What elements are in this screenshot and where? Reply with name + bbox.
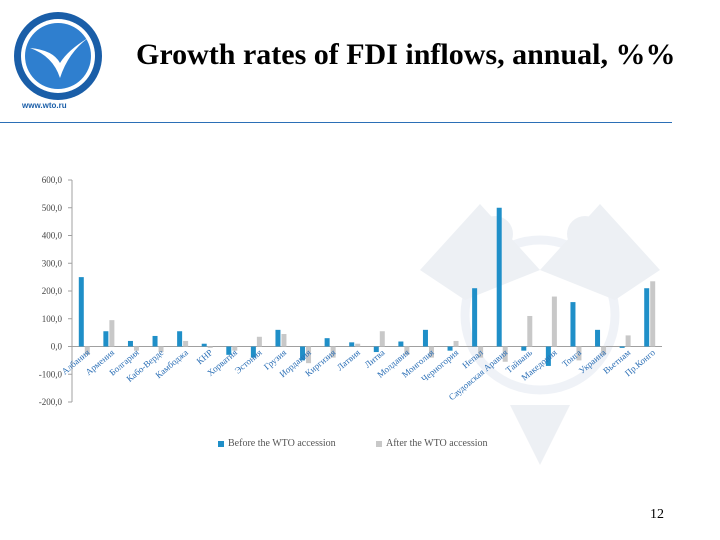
bar-after	[207, 346, 213, 348]
bar-after	[330, 346, 336, 358]
bar-after	[551, 296, 557, 347]
y-tick-label: 200,0	[42, 286, 63, 296]
y-tick-label: -100,0	[39, 369, 63, 379]
bar-after	[650, 281, 656, 347]
bar-before	[226, 346, 232, 355]
bar-after	[453, 340, 459, 347]
bar-before	[398, 341, 404, 347]
fdi-growth-chart: -200,0 -100,0 0,0 100,0 200,0 300,0 400,0 500,0…	[39, 175, 662, 407]
bar-before	[177, 331, 183, 347]
bar-after	[379, 331, 385, 347]
bar-before	[275, 329, 281, 347]
eagle-emblem-watermark	[420, 204, 660, 465]
bar-before	[422, 329, 428, 347]
bar-after	[306, 346, 312, 364]
bar-before	[619, 346, 625, 348]
bar-after	[158, 346, 164, 353]
bar-before	[201, 343, 207, 347]
y-tick-label: -200,0	[39, 397, 63, 407]
bar-after	[527, 315, 533, 347]
y-tick-label: 600,0	[42, 175, 63, 185]
bar-before	[570, 302, 576, 347]
bar-after	[404, 346, 410, 355]
bar-after	[84, 346, 90, 355]
wto-logo	[14, 12, 102, 100]
page-title: Growth rates of FDI inflows, annual, %%	[136, 38, 676, 71]
bar-before	[521, 346, 527, 351]
bar-after	[355, 343, 361, 347]
bar-before	[250, 346, 256, 358]
logo-url: www.wto.ru	[22, 101, 67, 110]
x-tick-label: КНР	[195, 347, 215, 366]
y-tick-label: 400,0	[42, 231, 63, 241]
bar-after	[183, 340, 189, 347]
bar-after	[133, 346, 139, 351]
bar-after	[625, 335, 631, 347]
bar-before	[545, 346, 551, 366]
bar-before	[127, 340, 133, 347]
legend-label-before: Before the WTO accession	[228, 438, 336, 449]
bar-after	[232, 346, 238, 351]
bar-before	[447, 346, 453, 351]
bar-before	[324, 338, 330, 347]
x-tick-label: Латвия	[335, 347, 362, 372]
y-tick-label: 0,0	[51, 342, 63, 352]
y-tick-label: 100,0	[42, 314, 63, 324]
bar-after	[428, 346, 434, 358]
bar-before	[595, 329, 601, 347]
title-divider	[0, 122, 672, 123]
bar-before	[103, 331, 109, 347]
legend-swatch-after	[376, 440, 382, 447]
bar-before	[373, 346, 379, 353]
page-number: 12	[650, 507, 664, 522]
bar-after	[601, 346, 607, 355]
legend-swatch-before	[218, 440, 224, 447]
bar-after	[478, 346, 484, 358]
bar-before	[78, 277, 84, 347]
bar-before	[472, 288, 478, 347]
bar-before	[152, 335, 158, 347]
legend-item-before: Before the WTO accession	[218, 438, 336, 449]
y-tick-label: 300,0	[42, 258, 63, 268]
legend-item-after: After the WTO accession	[376, 438, 488, 449]
bar-before	[300, 346, 306, 361]
bar-before	[349, 342, 355, 347]
bar-after	[281, 334, 287, 347]
bar-before	[496, 207, 502, 347]
bar-after	[576, 346, 582, 361]
legend-label-after: After the WTO accession	[386, 438, 488, 449]
y-tick-label: 500,0	[42, 203, 63, 213]
x-tick-label: Эстония	[233, 347, 264, 375]
bar-after	[109, 320, 115, 347]
bar-after	[256, 336, 262, 347]
bar-before	[644, 288, 650, 347]
bar-after	[502, 346, 508, 362]
